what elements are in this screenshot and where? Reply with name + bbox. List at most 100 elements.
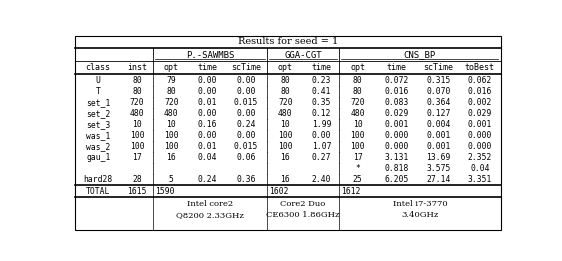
Text: 0.001: 0.001 — [426, 142, 451, 151]
Text: 28: 28 — [132, 175, 142, 184]
Text: 100: 100 — [164, 131, 179, 140]
Text: gau_1: gau_1 — [86, 153, 111, 162]
Text: 80: 80 — [280, 76, 290, 85]
Text: 1590: 1590 — [155, 187, 175, 195]
Text: 0.00: 0.00 — [236, 109, 256, 118]
Text: scTime: scTime — [231, 63, 261, 72]
Text: 0.016: 0.016 — [384, 87, 409, 96]
Text: Core2 Duo
CE6300 1.86GHz: Core2 Duo CE6300 1.86GHz — [266, 200, 339, 219]
Text: 100: 100 — [350, 142, 365, 151]
Text: TOTAL: TOTAL — [86, 187, 111, 195]
Text: 0.000: 0.000 — [468, 142, 492, 151]
Text: T: T — [96, 87, 101, 96]
Text: 0.000: 0.000 — [468, 131, 492, 140]
Text: 2.40: 2.40 — [312, 175, 331, 184]
Text: 2.352: 2.352 — [468, 153, 492, 162]
Text: 80: 80 — [132, 87, 142, 96]
Text: 0.35: 0.35 — [312, 98, 331, 107]
Text: 13.69: 13.69 — [426, 153, 451, 162]
Text: Intel core2
Q8200 2.33GHz: Intel core2 Q8200 2.33GHz — [176, 200, 244, 219]
Text: 17: 17 — [132, 153, 142, 162]
Text: hard28: hard28 — [84, 175, 113, 184]
Text: 0.004: 0.004 — [426, 120, 451, 129]
Text: 16: 16 — [166, 153, 176, 162]
Text: 480: 480 — [130, 109, 144, 118]
Text: *: * — [355, 164, 360, 173]
Text: 0.015: 0.015 — [234, 98, 258, 107]
Text: 0.00: 0.00 — [312, 131, 331, 140]
Text: time: time — [311, 63, 332, 72]
Text: 100: 100 — [130, 142, 144, 151]
Text: 0.315: 0.315 — [426, 76, 451, 85]
Text: opt: opt — [350, 63, 365, 72]
Text: toBest: toBest — [465, 63, 495, 72]
Text: 25: 25 — [353, 175, 362, 184]
Text: 0.36: 0.36 — [236, 175, 256, 184]
Text: 0.002: 0.002 — [468, 98, 492, 107]
Text: 720: 720 — [278, 98, 293, 107]
Text: 1.07: 1.07 — [312, 142, 331, 151]
Text: 100: 100 — [164, 142, 179, 151]
Text: 0.001: 0.001 — [468, 120, 492, 129]
Text: 0.00: 0.00 — [198, 76, 217, 85]
Text: 0.015: 0.015 — [234, 142, 258, 151]
Text: 100: 100 — [350, 131, 365, 140]
Text: 0.127: 0.127 — [426, 109, 451, 118]
Text: 720: 720 — [350, 98, 365, 107]
Text: 0.01: 0.01 — [198, 142, 217, 151]
Text: 0.41: 0.41 — [312, 87, 331, 96]
Text: 100: 100 — [278, 131, 293, 140]
Text: Intel i7-3770
3.40GHz: Intel i7-3770 3.40GHz — [392, 200, 447, 219]
Text: 0.000: 0.000 — [384, 142, 409, 151]
Text: 1615: 1615 — [127, 187, 147, 195]
Text: 16: 16 — [280, 153, 290, 162]
Text: 0.00: 0.00 — [198, 87, 217, 96]
Text: inst: inst — [127, 63, 147, 72]
Text: 79: 79 — [166, 76, 176, 85]
Text: 0.12: 0.12 — [312, 109, 331, 118]
Text: 80: 80 — [166, 87, 176, 96]
Text: 720: 720 — [130, 98, 144, 107]
Text: 480: 480 — [350, 109, 365, 118]
Text: class: class — [86, 63, 111, 72]
Text: set_2: set_2 — [86, 109, 111, 118]
Text: 0.24: 0.24 — [198, 175, 217, 184]
Text: time: time — [387, 63, 407, 72]
Text: scTime: scTime — [423, 63, 454, 72]
Text: 0.000: 0.000 — [384, 131, 409, 140]
Text: Results for seed = 1: Results for seed = 1 — [238, 38, 338, 46]
Text: 10: 10 — [132, 120, 142, 129]
Text: 0.04: 0.04 — [470, 164, 490, 173]
Text: 0.00: 0.00 — [198, 131, 217, 140]
Text: 1.99: 1.99 — [312, 120, 331, 129]
Text: CNS_BP: CNS_BP — [404, 51, 436, 60]
Text: 0.083: 0.083 — [384, 98, 409, 107]
Text: 100: 100 — [278, 142, 293, 151]
Text: 0.00: 0.00 — [236, 131, 256, 140]
Text: 0.062: 0.062 — [468, 76, 492, 85]
Text: was_2: was_2 — [86, 142, 111, 151]
Text: 0.072: 0.072 — [384, 76, 409, 85]
Text: 27.14: 27.14 — [426, 175, 451, 184]
Text: 0.818: 0.818 — [384, 164, 409, 173]
Text: 3.575: 3.575 — [426, 164, 451, 173]
Text: 0.23: 0.23 — [312, 76, 331, 85]
Text: 0.00: 0.00 — [236, 76, 256, 85]
Text: 0.00: 0.00 — [198, 109, 217, 118]
Text: 0.04: 0.04 — [198, 153, 217, 162]
Text: 0.001: 0.001 — [426, 131, 451, 140]
Text: 5: 5 — [169, 175, 174, 184]
Text: 100: 100 — [130, 131, 144, 140]
Text: U: U — [96, 76, 101, 85]
Text: 80: 80 — [353, 76, 362, 85]
Text: opt: opt — [164, 63, 179, 72]
Text: 17: 17 — [353, 153, 362, 162]
Text: 0.029: 0.029 — [468, 109, 492, 118]
Text: 0.06: 0.06 — [236, 153, 256, 162]
Text: time: time — [198, 63, 217, 72]
Text: set_1: set_1 — [86, 98, 111, 107]
Text: 1612: 1612 — [341, 187, 361, 195]
Text: GGA-CGT: GGA-CGT — [284, 51, 322, 60]
Text: 3.351: 3.351 — [468, 175, 492, 184]
Text: set_3: set_3 — [86, 120, 111, 129]
